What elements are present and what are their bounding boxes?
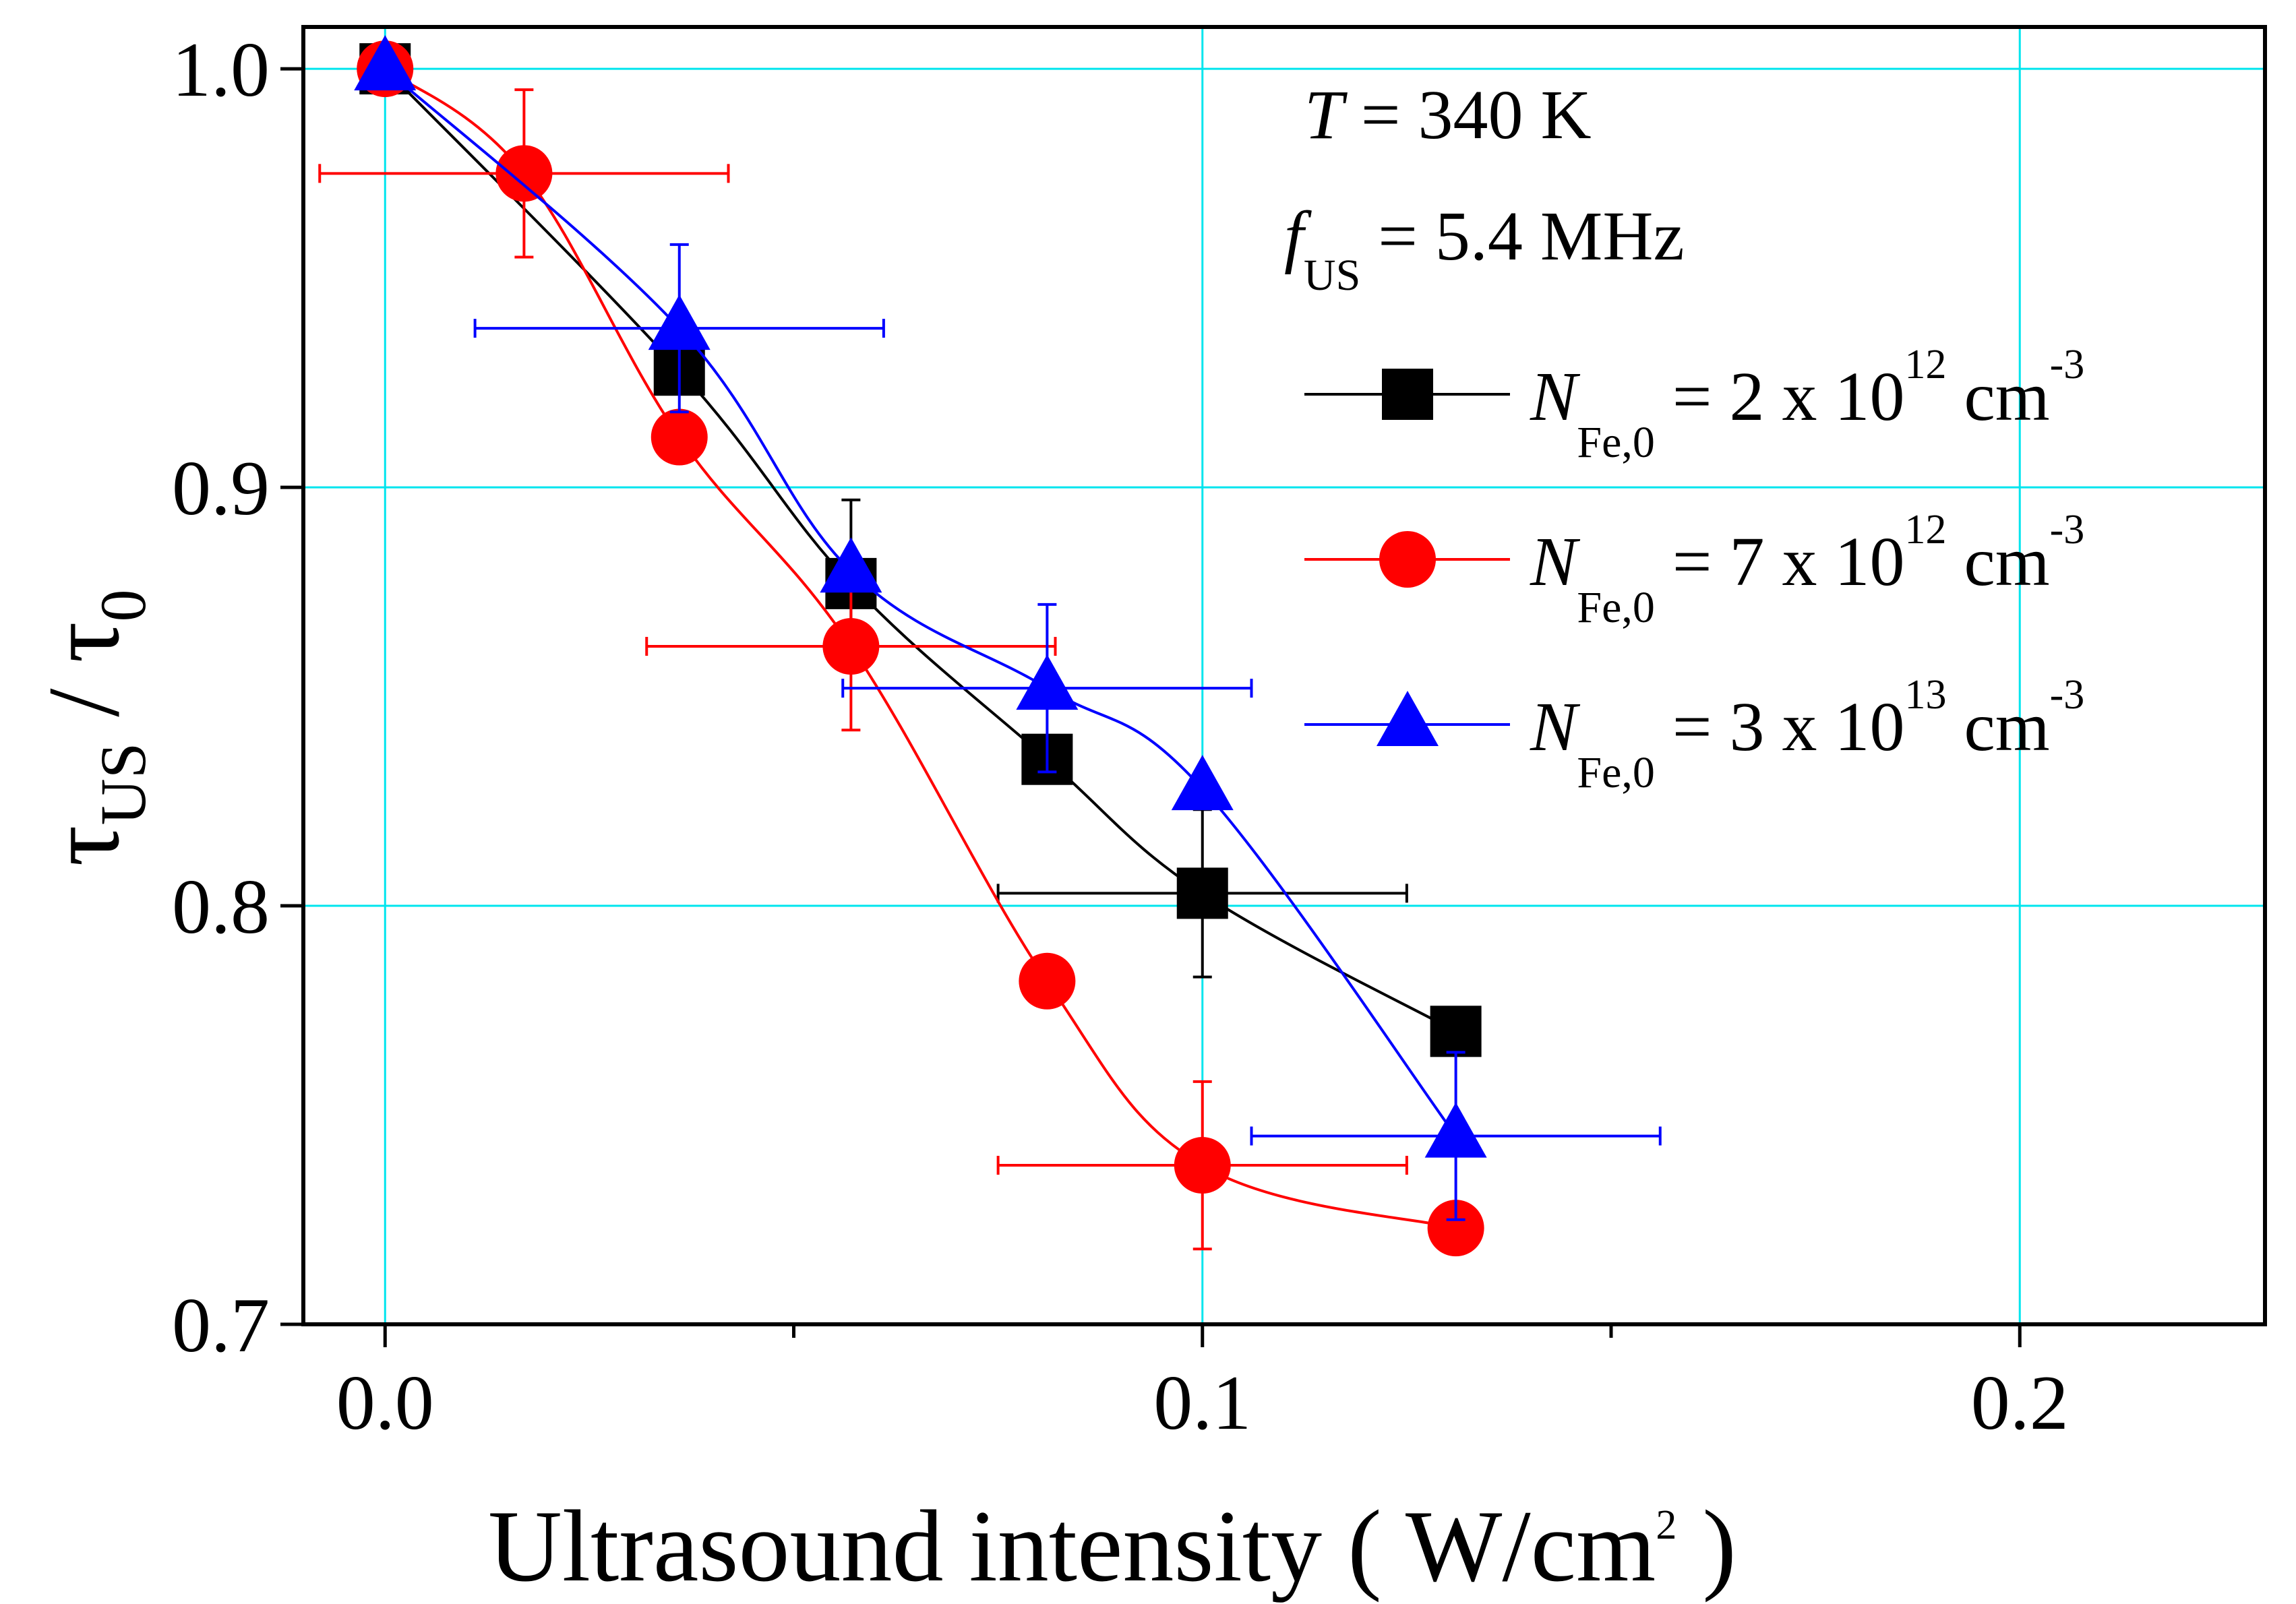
y-tick-label: 1.0 — [172, 27, 270, 113]
data-point — [1171, 755, 1234, 811]
y-tick-label: 0.8 — [172, 864, 270, 950]
series-line — [384, 67, 1457, 1033]
annotation-temperature: T = 340 K — [1304, 76, 1592, 154]
series-line — [384, 67, 1457, 1137]
x-tick-label: 0.2 — [1971, 1360, 2069, 1446]
series-triangle — [354, 35, 1662, 1221]
legend-item: NFe,0 = 7 x 1012 cm-3 — [1304, 507, 2084, 632]
data-point — [822, 618, 880, 675]
data-point — [495, 145, 553, 202]
data-point — [1430, 1006, 1482, 1057]
x-tick-label: 0.0 — [336, 1360, 434, 1446]
legend-label: NFe,0 = 7 x 1012 cm-3 — [1530, 507, 2084, 632]
y-tick-label: 0.9 — [172, 445, 270, 532]
legend-label: NFe,0 = 2 x 1012 cm-3 — [1530, 342, 2084, 467]
y-tick-label: 0.7 — [172, 1283, 270, 1369]
x-tick-label: 0.1 — [1153, 1360, 1251, 1446]
x-axis-title: Ultrasound intensity ( W/cm2 ) — [488, 1489, 1736, 1603]
legend: NFe,0 = 2 x 1012 cm-3 NFe,0 = 7 x 1012 cm… — [1304, 342, 2084, 797]
data-point — [651, 408, 708, 466]
data-point — [1019, 952, 1076, 1010]
data-point — [1016, 654, 1079, 710]
data-point — [1424, 1102, 1487, 1158]
legend-label: NFe,0 = 3 x 1013 cm-3 — [1530, 672, 2084, 797]
legend-marker — [1379, 531, 1436, 588]
legend-marker — [1377, 691, 1439, 746]
data-point — [1174, 1137, 1231, 1194]
plot-frame — [301, 25, 2267, 1326]
series-layer — [318, 35, 1662, 1257]
y-axis-title: τUS / τ0 — [27, 589, 159, 866]
data-point — [820, 537, 882, 593]
axis-ticks: 0.0 0.1 0.2 0.7 0.8 0.9 1.0 — [172, 27, 2069, 1446]
data-point — [1176, 867, 1228, 919]
legend-marker — [1382, 369, 1433, 420]
legend-item: NFe,0 = 2 x 1012 cm-3 — [1304, 342, 2084, 467]
legend-item: NFe,0 = 3 x 1013 cm-3 — [1304, 672, 2084, 797]
data-point — [648, 295, 711, 350]
data-point — [1427, 1200, 1484, 1257]
data-point — [354, 35, 417, 91]
